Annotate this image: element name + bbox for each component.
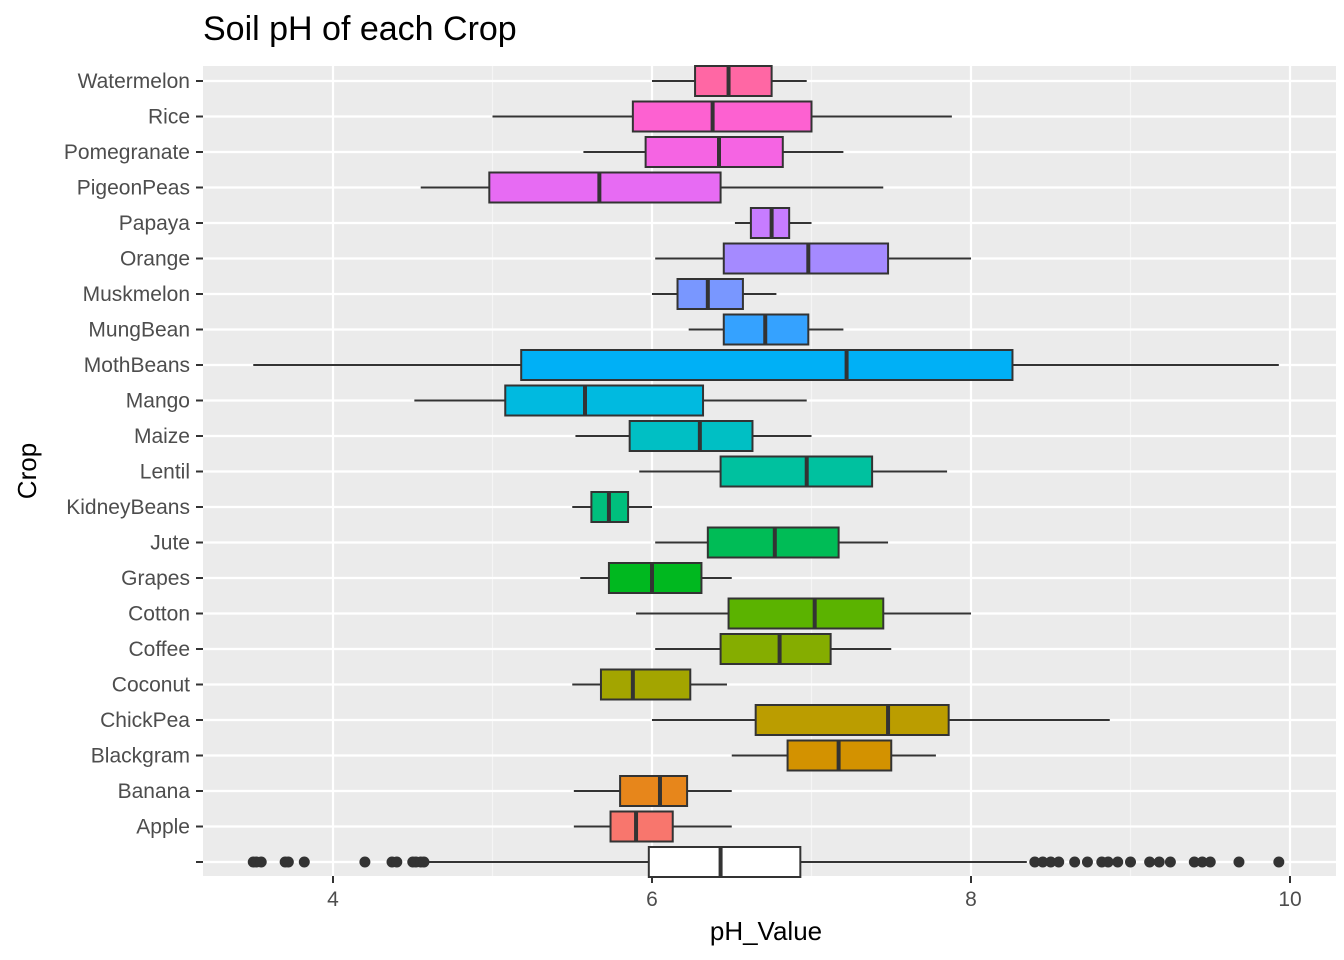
y-tick-label: MungBean [88, 319, 190, 342]
iqr-box [599, 668, 692, 701]
outlier-point [1204, 856, 1216, 868]
outlier-point [1196, 856, 1208, 868]
outlier-point [1233, 856, 1245, 868]
box-blackgram [731, 739, 936, 772]
iqr-box [607, 562, 703, 594]
outlier-point [1112, 856, 1124, 868]
x-tick-label: 10 [1278, 888, 1301, 911]
y-tick-label: Papaya [119, 212, 191, 235]
y-tick-label: Pomegranate [64, 141, 190, 164]
box-coffee [655, 633, 892, 665]
iqr-box [719, 633, 832, 665]
y-axis: Apple Banana Blackgram ChickPea Coconut Coffe… [64, 70, 203, 863]
box-mango [414, 384, 807, 417]
outlier-point [1164, 856, 1176, 868]
x-axis-title: pH_Value [710, 916, 822, 946]
box-watermelon [652, 65, 807, 97]
iqr-box [520, 349, 1014, 381]
y-tick-label: Blackgram [91, 745, 190, 768]
box-muskmelon [652, 278, 777, 310]
box-papaya [734, 207, 812, 239]
y-tick-label: Grapes [121, 567, 190, 590]
outlier-point [1081, 856, 1093, 868]
outlier-point [1053, 856, 1065, 868]
y-tick-label: Watermelon [78, 70, 190, 93]
iqr-box [694, 65, 773, 97]
box-apple [573, 810, 732, 843]
y-tick-label: Orange [120, 248, 190, 271]
box-chickpea [652, 704, 1110, 736]
y-tick-label: Maize [134, 425, 190, 448]
outlier-point [1102, 856, 1114, 868]
outlier-point [1029, 856, 1041, 868]
outlier-point [1125, 856, 1136, 868]
y-tick-label: Coconut [112, 674, 190, 697]
outlier-point [1188, 856, 1200, 868]
iqr-box [628, 420, 754, 452]
outlier-point [1037, 856, 1049, 868]
box-coconut [572, 668, 727, 701]
outlier-point [391, 856, 403, 868]
box-jute [655, 526, 889, 559]
outlier-point [359, 856, 371, 868]
y-tick-label: Jute [150, 532, 190, 555]
x-tick-label: 4 [327, 888, 339, 911]
iqr-box [719, 455, 874, 488]
iqr-box [488, 171, 722, 204]
iqr-box [754, 704, 950, 736]
y-tick-label: Mango [126, 390, 190, 413]
box-pomegranate [583, 136, 844, 168]
y-tick-label: ChickPea [100, 709, 190, 732]
iqr-box [644, 136, 784, 168]
iqr-box [727, 597, 885, 630]
y-tick-label: Banana [118, 780, 191, 803]
x-axis: 4 6 8 10 [327, 876, 1302, 911]
outlier-point [282, 856, 294, 868]
y-axis-title: Crop [12, 443, 42, 499]
x-tick-label: 6 [646, 888, 658, 911]
y-tick-label: Apple [136, 816, 190, 839]
x-tick-label: 8 [965, 888, 977, 911]
box-rice [492, 100, 952, 133]
outlier-point [255, 856, 267, 868]
y-tick-label: PigeonPeas [77, 177, 190, 200]
outlier-point [1144, 856, 1156, 868]
box-lentil [639, 455, 948, 488]
y-tick-label: Coffee [129, 638, 191, 661]
iqr-box [647, 846, 802, 878]
box-mungbean [688, 313, 844, 346]
y-tick-label: Lentil [140, 461, 190, 484]
iqr-box [631, 100, 813, 133]
iqr-box [504, 384, 705, 417]
outlier-point [1153, 856, 1165, 868]
box-series [247, 65, 1285, 878]
iqr-box [619, 775, 689, 807]
box-pigeonpeas [420, 171, 884, 204]
y-tick-label: Cotton [128, 603, 190, 626]
outlier-point [1069, 856, 1081, 868]
iqr-box [676, 278, 744, 310]
box-maize [575, 420, 812, 452]
y-tick-label: Rice [148, 106, 190, 129]
outlier-point [418, 856, 430, 868]
box-kidneybeans [572, 491, 652, 523]
box-orange [655, 242, 971, 275]
outlier-point [1273, 856, 1285, 868]
box-grapes [580, 562, 732, 594]
chart-title: Soil pH of each Crop [203, 10, 517, 48]
y-tick-label: KidneyBeans [66, 496, 190, 519]
outlier-point [1045, 856, 1057, 868]
box-banana [573, 775, 732, 807]
y-tick-label: MothBeans [84, 354, 190, 377]
box-cotton [636, 597, 971, 630]
outlier-point [298, 856, 310, 868]
iqr-box [722, 242, 890, 275]
box-mothbeans [253, 349, 1279, 381]
box-overall [247, 846, 1285, 878]
y-tick-label: Muskmelon [83, 283, 190, 306]
iqr-box [609, 810, 674, 843]
